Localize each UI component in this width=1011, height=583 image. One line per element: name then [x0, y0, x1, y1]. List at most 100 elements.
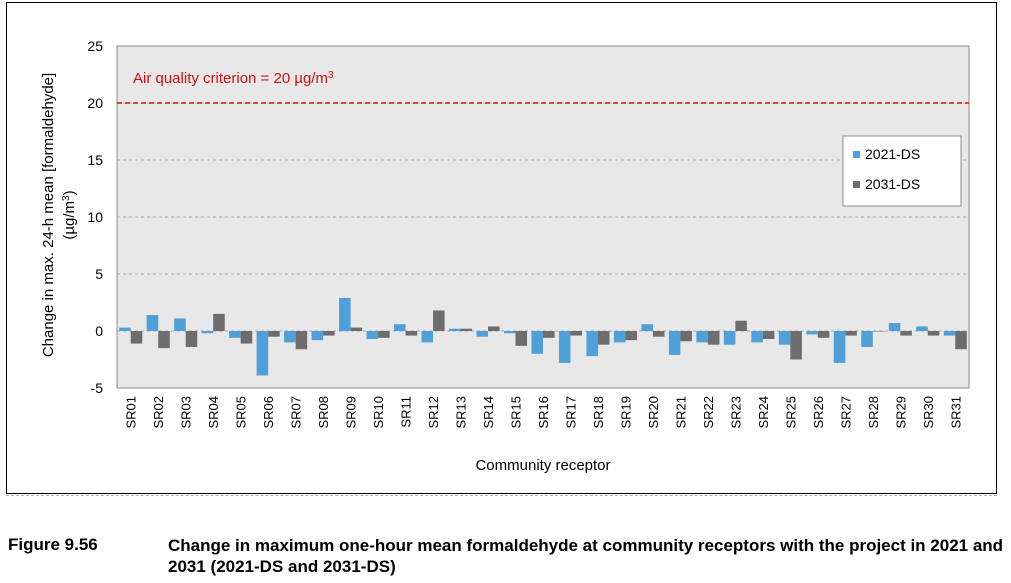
legend-box [842, 135, 962, 207]
bar-2031-ds-sr01 [130, 331, 143, 344]
bar-2031-ds-sr24 [762, 331, 775, 339]
y-tick-label: 15 [87, 152, 103, 168]
bars [119, 297, 967, 376]
figure-number: Figure 9.56 [8, 535, 98, 554]
bar-2031-ds-sr21 [680, 331, 692, 342]
criterion-label-sup: 3 [328, 70, 334, 81]
x-tick-label: SR31 [948, 396, 963, 429]
bar-2021-ds-sr11 [394, 324, 406, 331]
x-tick-label: SR17 [563, 396, 578, 429]
bar-2031-ds-sr30 [927, 331, 940, 336]
bar-2031-ds-sr17 [570, 331, 583, 336]
y-axis-title-line1: Change in max. 24-h mean [formaldehyde] [40, 73, 57, 357]
x-tick-label: SR15 [509, 396, 524, 429]
bar-2021-ds-sr17 [558, 331, 571, 363]
bar-2021-ds-sr22 [696, 331, 708, 343]
bar-2021-ds-sr30 [916, 326, 928, 331]
bar-2021-ds-sr01 [119, 327, 131, 331]
bar-2031-ds-sr06 [268, 331, 280, 337]
bar-2031-ds-sr15 [515, 331, 528, 346]
bar-2021-ds-sr18 [586, 331, 598, 357]
bar-2031-ds-sr14 [488, 326, 500, 331]
x-axis-title: Community receptor [475, 457, 610, 474]
x-tick-labels: SR01 SR02 SR03 SR04 SR05 SR06 SR07 SR08 SR09 SR10… [124, 396, 964, 429]
x-tick-label: SR21 [673, 396, 688, 429]
bar-2021-ds-sr07 [284, 331, 296, 343]
criterion-label: Air quality criterion = 20 µg/m3 [133, 70, 334, 88]
y-axis-unit-suffix: ) [61, 190, 78, 195]
y-tick-label: -5 [91, 380, 104, 396]
bar-2021-ds-sr31 [943, 331, 956, 336]
bar-2021-ds-sr12 [421, 331, 434, 343]
bar-2021-ds-sr27 [833, 331, 846, 363]
bar-2031-ds-sr02 [158, 331, 170, 349]
legend: 2021-DS 2031-DS [842, 135, 962, 207]
x-tick-label: SR03 [179, 396, 194, 429]
legend-label-2021-ds: 2021-DS [865, 146, 920, 162]
bar-2021-ds-sr20 [641, 324, 653, 331]
y-tick-label: 20 [87, 95, 103, 111]
y-axis-title-line2: (µg/m3) [61, 190, 79, 239]
x-tick-label: SR12 [426, 396, 441, 429]
bar-2031-ds-sr22 [707, 331, 720, 345]
x-tick-label: SR18 [591, 396, 606, 429]
y-axis-title: Change in max. 24-h mean [formaldehyde] … [40, 73, 78, 357]
bar-2031-ds-sr08 [323, 331, 335, 336]
legend-swatch-2031-ds [853, 181, 860, 188]
bar-2031-ds-sr07 [295, 331, 308, 350]
bar-2031-ds-sr23 [735, 320, 747, 331]
x-tick-label: SR08 [316, 396, 331, 429]
bar-2031-ds-sr28 [872, 331, 885, 332]
x-tick-label: SR14 [481, 396, 496, 429]
bar-2031-ds-sr29 [900, 331, 912, 336]
bar-2031-ds-sr20 [652, 331, 665, 337]
bar-2021-ds-sr29 [888, 323, 901, 331]
y-tick-label: 0 [95, 323, 103, 339]
x-tick-label: SR16 [536, 396, 551, 429]
bar-chart: Air quality criterion = 20 µg/m3 -505101… [40, 38, 970, 474]
x-tick-label: SR27 [838, 396, 853, 429]
legend-label-2031-ds: 2031-DS [865, 176, 920, 192]
bar-2031-ds-sr09 [350, 327, 363, 331]
bar-2031-ds-sr16 [543, 331, 555, 338]
x-tick-label: SR13 [454, 396, 469, 429]
x-tick-label: SR05 [234, 396, 249, 429]
y-axis-unit-sup: 3 [61, 195, 72, 201]
figure-caption-text: Change in maximum one-hour mean formalde… [168, 536, 1004, 576]
x-tick-label: SR20 [646, 396, 661, 429]
x-tick-label: SR10 [371, 396, 386, 429]
bar-2021-ds-sr26 [806, 331, 818, 335]
y-tick-labels: -5 0 5 10 15 20 25 [87, 38, 103, 396]
bar-2021-ds-sr21 [668, 331, 681, 355]
bar-2031-ds-sr27 [845, 331, 857, 336]
x-tick-label: SR29 [893, 396, 908, 429]
x-tick-label: SR01 [124, 396, 139, 429]
bar-2031-ds-sr03 [185, 331, 198, 347]
bar-2031-ds-sr26 [817, 331, 830, 338]
bar-2021-ds-sr14 [476, 331, 489, 337]
bar-2021-ds-sr19 [613, 331, 626, 343]
x-tick-label: SR09 [344, 396, 359, 429]
bar-2031-ds-sr18 [597, 331, 610, 345]
bar-2031-ds-sr05 [240, 331, 253, 344]
bar-2031-ds-sr12 [433, 310, 445, 331]
bar-2031-ds-sr13 [460, 328, 473, 331]
x-tick-label: SR06 [261, 396, 276, 429]
bar-2021-ds-sr15 [503, 331, 516, 334]
bar-2031-ds-sr19 [625, 331, 637, 341]
bar-2031-ds-sr10 [378, 331, 390, 338]
criterion-layer: Air quality criterion = 20 µg/m3 [117, 70, 969, 104]
criterion-label-text: Air quality criterion = 20 µg/m [133, 70, 328, 87]
y-tick-label: 25 [87, 38, 103, 54]
x-tick-label: SR22 [701, 396, 716, 429]
bar-2031-ds-sr11 [405, 331, 418, 336]
bar-2021-ds-sr09 [339, 297, 351, 331]
x-tick-label: SR30 [921, 396, 936, 429]
y-tick-label: 10 [87, 209, 103, 225]
y-tick-label: 5 [95, 266, 103, 282]
x-tick-label: SR28 [866, 396, 881, 429]
x-tick-label: SR11 [399, 396, 414, 428]
bar-2021-ds-sr16 [531, 331, 543, 354]
bar-2031-ds-sr31 [955, 331, 967, 350]
bar-2021-ds-sr08 [311, 331, 324, 341]
